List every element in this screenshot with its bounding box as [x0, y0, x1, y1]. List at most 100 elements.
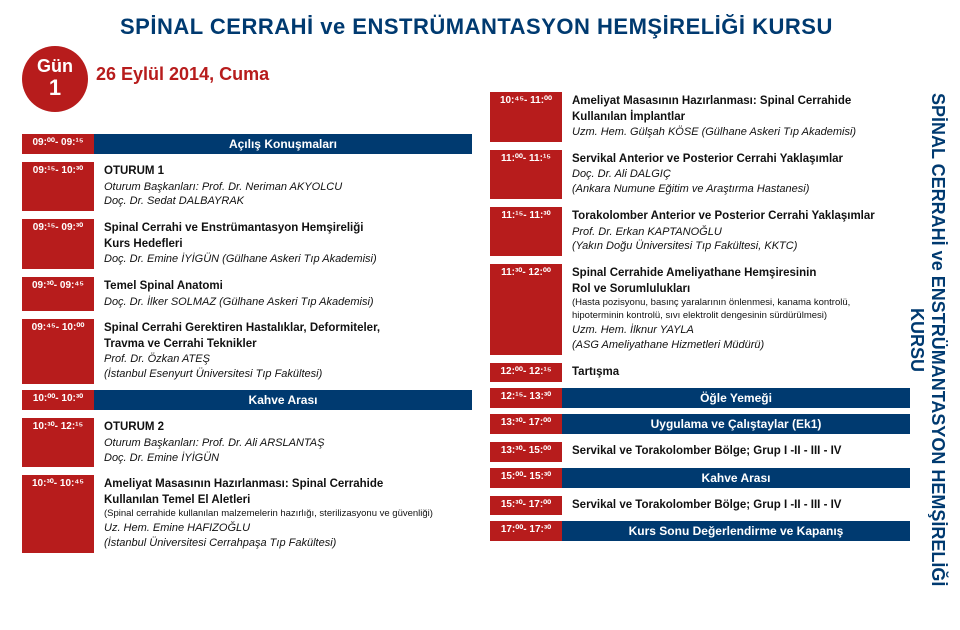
row-content: Spinal Cerrahide Ameliyathane Hemşiresin… [562, 264, 910, 354]
row-line: Doç. Dr. Sedat DALBAYRAK [104, 194, 472, 209]
row-line: Travma ve Cerrahi Teknikler [104, 337, 472, 353]
row-line: (Yakın Doğu Üniversitesi Tıp Fakültesi, … [572, 239, 910, 254]
row-line: Kullanılan İmplantlar [572, 110, 910, 126]
row-line: Doç. Dr. Ali DALGIÇ [572, 167, 910, 182]
row-content: Ameliyat Masasının Hazırlanması: Spinal … [562, 92, 910, 142]
row-line: Prof. Dr. Özkan ATEŞ [104, 352, 472, 367]
time-badge: 09:¹⁵- 10:³⁰ [22, 162, 94, 211]
time-badge: 11:³⁰- 12:⁰⁰ [490, 264, 562, 354]
schedule-row: 10:³⁰- 12:¹⁵OTURUM 2Oturum Başkanları: P… [22, 418, 472, 467]
row-line: (Hasta pozisyonu, basınç yaralarının önl… [572, 297, 910, 310]
band-row: 10:⁰⁰- 10:³⁰Kahve Arası [22, 390, 472, 410]
band-label: Öğle Yemeği [562, 388, 910, 408]
schedule-row: 13:³⁰- 15:⁰⁰ Servikal ve Torakolomber Böl… [490, 442, 910, 462]
day-badge: Gün 1 [22, 46, 88, 112]
time-badge: 17:⁰⁰- 17:³⁰ [490, 521, 562, 541]
row-line: Doç. Dr. İlker SOLMAZ (Gülhane Askeri Tı… [104, 295, 472, 310]
row-content: Servikal ve Torakolomber Bölge; Grup I -… [562, 496, 910, 516]
row-line: Uzm. Hem. İlknur YAYLA [572, 323, 910, 338]
row-line: Spinal Cerrahi Gerektiren Hastalıklar, D… [104, 321, 472, 337]
row-content: Tartışma [562, 363, 910, 383]
row-content: OTURUM 1Oturum Başkanları: Prof. Dr. Ner… [94, 162, 472, 211]
time-badge: 15:³⁰- 17:⁰⁰ [490, 496, 562, 516]
band-label: Kurs Sonu Değerlendirme ve Kapanış [562, 521, 910, 541]
time-badge: 12:⁰⁰- 12:¹⁵ [490, 363, 562, 383]
time-badge: 10:⁴⁵- 11:⁰⁰ [490, 92, 562, 142]
row-content: Ameliyat Masasının Hazırlanması: Spinal … [94, 475, 472, 553]
time-badge: 10:³⁰- 12:¹⁵ [22, 418, 94, 467]
band-label: Uygulama ve Çalıştaylar (Ek1) [562, 414, 910, 434]
time-badge: 10:³⁰- 10:⁴⁵ [22, 475, 94, 553]
row-line: Uz. Hem. Emine HAFIZOĞLU [104, 521, 472, 536]
row-line: Ameliyat Masasının Hazırlanması: Spinal … [572, 94, 910, 110]
right-column: 10:⁴⁵- 11:⁰⁰ Ameliyat Masasının Hazırlanm… [490, 84, 910, 547]
time-badge: 09:³⁰- 09:⁴⁵ [22, 277, 94, 311]
band-label: Kahve Arası [94, 390, 472, 410]
schedule-row: 09:¹⁵- 09:³⁰ Spinal Cerrahi ve Enstrümant… [22, 219, 472, 269]
row-line: Spinal Cerrahi ve Enstrümantasyon Hemşir… [104, 221, 472, 237]
band-label: Kahve Arası [562, 468, 910, 488]
schedule-row: 09:³⁰- 09:⁴⁵Temel Spinal AnatomiDoç. Dr.… [22, 277, 472, 311]
row-line: Doç. Dr. Emine İYİGÜN [104, 451, 472, 466]
left-column: 09:⁰⁰- 09:¹⁵Açılış Konuşmaları09:¹⁵- 10:… [22, 128, 472, 557]
vertical-title: SPİNAL CERRAHİ ve ENSTRÜMANTASYON HEMŞİR… [922, 70, 948, 610]
band-row: 09:⁰⁰- 09:¹⁵Açılış Konuşmaları [22, 134, 472, 154]
row-line: Tartışma [572, 365, 910, 381]
row-line: Rol ve Sorumlulukları [572, 282, 910, 298]
row-line: (Ankara Numune Eğitim ve Araştırma Hasta… [572, 182, 910, 197]
time-badge: 12:¹⁵- 13:³⁰ [490, 388, 562, 408]
day-label: Gün [22, 46, 88, 77]
schedule-row: 10:³⁰- 10:⁴⁵ Ameliyat Masasının Hazırlanm… [22, 475, 472, 553]
band-row: 12:¹⁵- 13:³⁰Öğle Yemeği [490, 388, 910, 408]
schedule-row: 09:⁴⁵- 10:⁰⁰ Spinal Cerrahi Gerektiren Ha… [22, 319, 472, 384]
row-line: Uzm. Hem. Gülşah KÖSE (Gülhane Askeri Tı… [572, 125, 910, 140]
time-badge: 11:¹⁵- 11:³⁰ [490, 207, 562, 256]
row-line: Spinal Cerrahide Ameliyathane Hemşiresin… [572, 266, 910, 282]
row-line: Prof. Dr. Erkan KAPTANOĞLU [572, 225, 910, 240]
schedule-row: 11:³⁰- 12:⁰⁰ Spinal Cerrahide Ameliyathan… [490, 264, 910, 354]
row-content: OTURUM 2Oturum Başkanları: Prof. Dr. Ali… [94, 418, 472, 467]
row-line: Servikal ve Torakolomber Bölge; Grup I -… [572, 444, 910, 460]
row-content: Servikal ve Torakolomber Bölge; Grup I -… [562, 442, 910, 462]
row-line: (İstanbul Esenyurt Üniversitesi Tıp Fakü… [104, 367, 472, 382]
row-line: OTURUM 2 [104, 420, 472, 436]
row-line: hipoterminin kontrolü, sıvı elektrolit d… [572, 310, 910, 323]
row-line: Servikal Anterior ve Posterior Cerrahi Y… [572, 152, 910, 168]
band-row: 13:³⁰- 17:⁰⁰Uygulama ve Çalıştaylar (Ek1… [490, 414, 910, 434]
row-line: (Spinal cerrahide kullanılan malzemeleri… [104, 508, 472, 521]
time-badge: 15:⁰⁰- 15:³⁰ [490, 468, 562, 488]
row-content: Spinal Cerrahi Gerektiren Hastalıklar, D… [94, 319, 472, 384]
row-line: (İstanbul Üniversitesi Cerrahpaşa Tıp Fa… [104, 536, 472, 551]
row-line: Servikal ve Torakolomber Bölge; Grup I -… [572, 498, 910, 514]
row-line: OTURUM 1 [104, 164, 472, 180]
date: 26 Eylül 2014, Cuma [96, 64, 269, 85]
band-row: 17:⁰⁰- 17:³⁰Kurs Sonu Değerlendirme ve K… [490, 521, 910, 541]
page-title: SPİNAL CERRAHİ ve ENSTRÜMANTASYON HEMŞİR… [120, 14, 833, 40]
time-badge: 09:⁴⁵- 10:⁰⁰ [22, 319, 94, 384]
band-label: Açılış Konuşmaları [94, 134, 472, 154]
row-line: Ameliyat Masasının Hazırlanması: Spinal … [104, 477, 472, 493]
time-badge: 09:⁰⁰- 09:¹⁵ [22, 134, 94, 154]
schedule-row: 09:¹⁵- 10:³⁰OTURUM 1Oturum Başkanları: P… [22, 162, 472, 211]
row-line: Kurs Hedefleri [104, 237, 472, 253]
row-line: Kullanılan Temel El Aletleri [104, 493, 472, 509]
schedule-row: 10:⁴⁵- 11:⁰⁰ Ameliyat Masasının Hazırlanm… [490, 92, 910, 142]
row-content: Servikal Anterior ve Posterior Cerrahi Y… [562, 150, 910, 199]
time-badge: 10:⁰⁰- 10:³⁰ [22, 390, 94, 410]
row-content: Spinal Cerrahi ve Enstrümantasyon Hemşir… [94, 219, 472, 269]
time-badge: 13:³⁰- 17:⁰⁰ [490, 414, 562, 434]
schedule-row: 12:⁰⁰- 12:¹⁵ Tartışma [490, 363, 910, 383]
time-badge: 13:³⁰- 15:⁰⁰ [490, 442, 562, 462]
row-content: Temel Spinal AnatomiDoç. Dr. İlker SOLMA… [94, 277, 472, 311]
row-line: Torakolomber Anterior ve Posterior Cerra… [572, 209, 910, 225]
row-line: Temel Spinal Anatomi [104, 279, 472, 295]
day-number: 1 [22, 75, 88, 101]
row-line: Doç. Dr. Emine İYİGÜN (Gülhane Askeri Tı… [104, 252, 472, 267]
row-line: Oturum Başkanları: Prof. Dr. Neriman AKY… [104, 180, 472, 195]
schedule-row: 15:³⁰- 17:⁰⁰ Servikal ve Torakolomber Böl… [490, 496, 910, 516]
time-badge: 09:¹⁵- 09:³⁰ [22, 219, 94, 269]
row-line: Oturum Başkanları: Prof. Dr. Ali ARSLANT… [104, 436, 472, 451]
row-line: (ASG Ameliyathane Hizmetleri Müdürü) [572, 338, 910, 353]
time-badge: 11:⁰⁰- 11:¹⁵ [490, 150, 562, 199]
band-row: 15:⁰⁰- 15:³⁰Kahve Arası [490, 468, 910, 488]
